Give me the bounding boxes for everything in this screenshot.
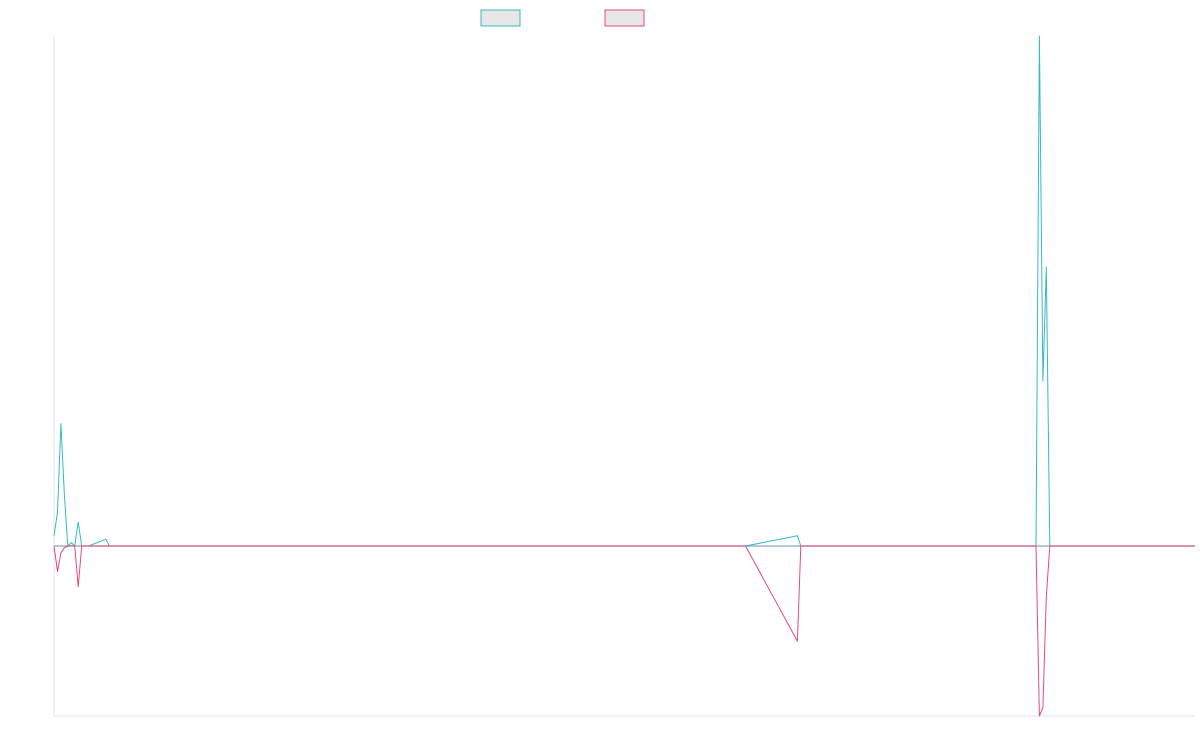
legend[interactable] <box>480 9 645 27</box>
series-line-2 <box>53 545 1195 717</box>
series-line-1 <box>53 35 1195 547</box>
legend-swatch-1[interactable] <box>480 9 521 27</box>
legend-swatch-2[interactable] <box>604 9 645 27</box>
series-group <box>53 35 1195 717</box>
axes <box>53 36 1195 717</box>
